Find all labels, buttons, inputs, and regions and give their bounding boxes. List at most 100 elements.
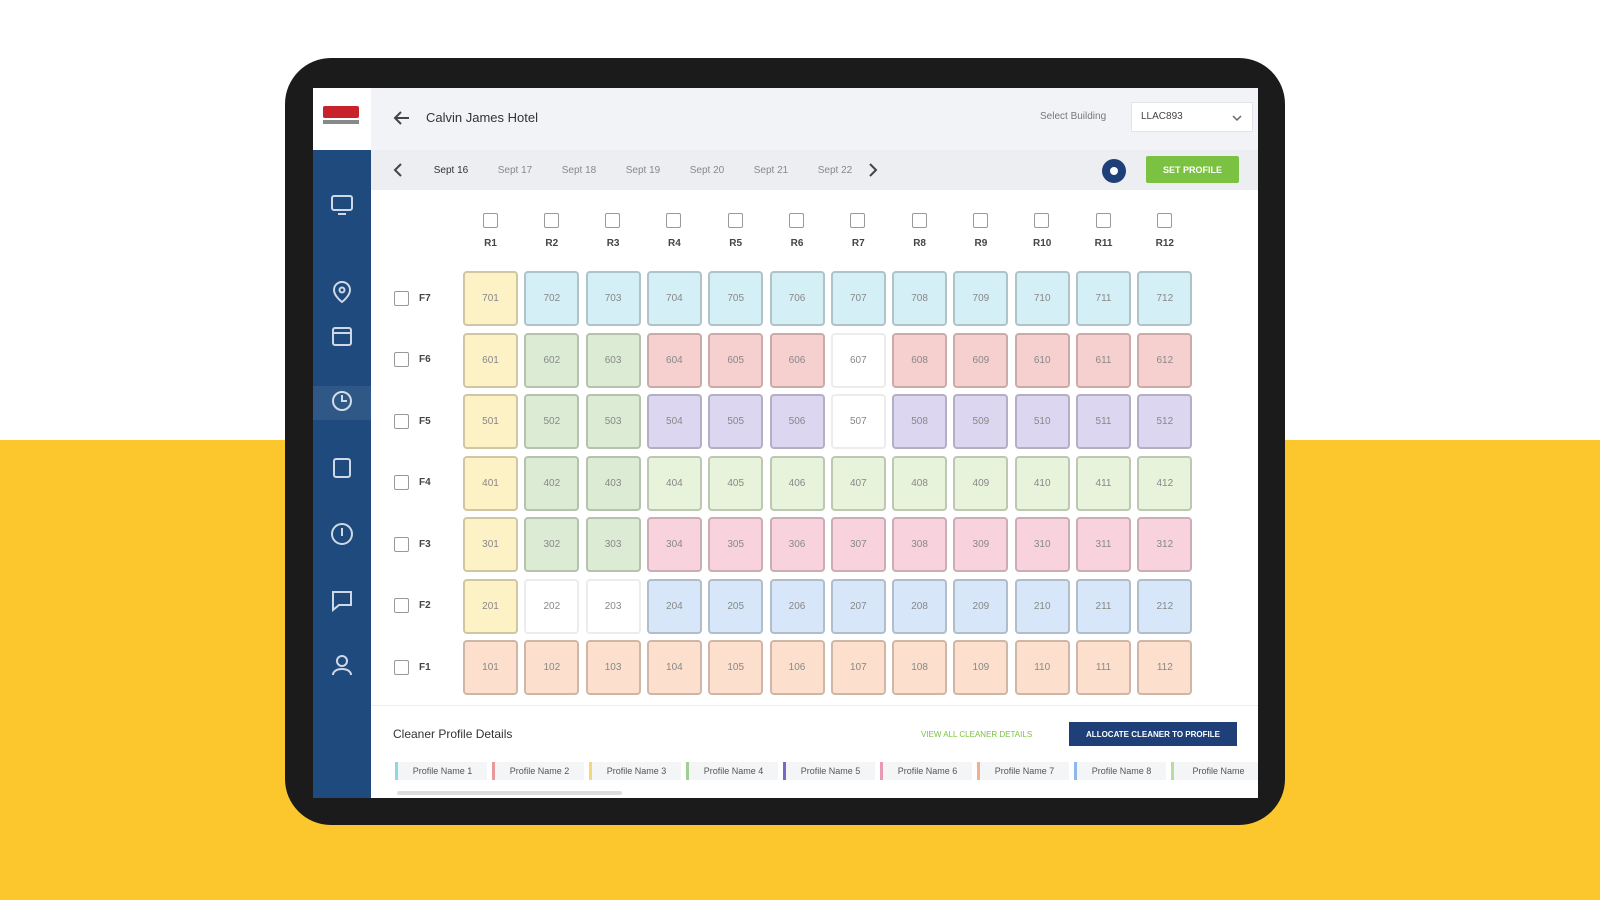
building-dropdown[interactable]: LLAC893: [1131, 102, 1253, 132]
date-tab[interactable]: Sept 18: [561, 165, 597, 176]
room-cell[interactable]: 607: [830, 332, 886, 388]
room-cell[interactable]: 308: [892, 517, 948, 572]
room-cell[interactable]: 311: [1076, 517, 1131, 572]
row-checkbox[interactable]: [394, 475, 409, 490]
room-cell[interactable]: 601: [463, 332, 518, 388]
date-tab[interactable]: Sept 16: [433, 165, 469, 176]
column-checkbox[interactable]: [911, 213, 927, 228]
prev-dates[interactable]: [393, 163, 403, 177]
column-checkbox[interactable]: [1034, 213, 1050, 228]
column-checkbox[interactable]: [972, 213, 988, 228]
room-cell[interactable]: 509: [953, 394, 1009, 449]
room-cell[interactable]: 702: [524, 271, 580, 326]
room-cell[interactable]: 507: [830, 394, 886, 449]
profile-chip[interactable]: Profile Name 2: [492, 762, 584, 780]
room-cell[interactable]: 602: [524, 332, 580, 388]
room-cell[interactable]: 701: [463, 271, 518, 326]
row-checkbox[interactable]: [394, 290, 409, 306]
room-cell[interactable]: 406: [769, 455, 825, 511]
room-cell[interactable]: 210: [1014, 578, 1070, 634]
room-cell[interactable]: 510: [1014, 394, 1070, 449]
room-cell[interactable]: 312: [1137, 517, 1193, 572]
room-cell[interactable]: 302: [524, 517, 580, 572]
room-cell[interactable]: 408: [892, 455, 948, 511]
room-cell[interactable]: 705: [708, 271, 764, 326]
room-cell[interactable]: 404: [646, 455, 702, 511]
room-cell[interactable]: 211: [1076, 578, 1131, 634]
room-cell[interactable]: 606: [769, 332, 825, 388]
profile-chip[interactable]: Profile Name 7: [977, 762, 1069, 780]
profile-chip[interactable]: Profile Name 3: [589, 762, 681, 780]
room-cell[interactable]: 707: [830, 271, 886, 326]
room-cell[interactable]: 301: [463, 517, 518, 572]
room-cell[interactable]: 401: [463, 455, 518, 511]
profile-icon[interactable]: [1101, 158, 1127, 184]
room-cell[interactable]: 410: [1014, 455, 1070, 511]
room-cell[interactable]: 508: [892, 394, 948, 449]
column-checkbox[interactable]: [543, 213, 559, 228]
room-cell[interactable]: 604: [646, 332, 702, 388]
room-cell[interactable]: 104: [646, 640, 702, 695]
column-checkbox[interactable]: [850, 213, 866, 228]
date-tab[interactable]: Sept 19: [625, 165, 661, 176]
column-checkbox[interactable]: [727, 213, 743, 228]
room-cell[interactable]: 101: [463, 640, 518, 695]
view-all-link[interactable]: VIEW ALL CLEANER DETAILS: [921, 730, 1033, 739]
room-cell[interactable]: 204: [646, 578, 702, 634]
room-cell[interactable]: 405: [708, 455, 764, 511]
row-checkbox[interactable]: [394, 536, 409, 552]
room-cell[interactable]: 108: [892, 640, 948, 695]
room-cell[interactable]: 402: [524, 455, 580, 511]
room-cell[interactable]: 212: [1137, 578, 1193, 634]
room-cell[interactable]: 704: [646, 271, 702, 326]
row-checkbox[interactable]: [394, 598, 409, 613]
room-cell[interactable]: 502: [524, 394, 580, 449]
room-cell[interactable]: 403: [585, 455, 641, 511]
room-cell[interactable]: 501: [463, 394, 518, 449]
room-cell[interactable]: 306: [769, 517, 825, 572]
room-cell[interactable]: 504: [646, 394, 702, 449]
room-cell[interactable]: 609: [953, 332, 1009, 388]
room-cell[interactable]: 411: [1076, 455, 1131, 511]
room-cell[interactable]: 711: [1076, 271, 1131, 326]
column-checkbox[interactable]: [789, 213, 804, 228]
room-cell[interactable]: 304: [646, 517, 702, 572]
room-cell[interactable]: 109: [953, 640, 1009, 695]
room-cell[interactable]: 110: [1014, 640, 1070, 695]
date-tab[interactable]: Sept 22: [817, 165, 853, 176]
back-button[interactable]: [393, 110, 411, 126]
row-checkbox[interactable]: [394, 659, 409, 675]
column-checkbox[interactable]: [482, 213, 498, 228]
room-cell[interactable]: 712: [1137, 271, 1193, 326]
room-cell[interactable]: 201: [463, 578, 518, 634]
column-checkbox[interactable]: [1156, 213, 1172, 228]
room-cell[interactable]: 202: [524, 578, 580, 634]
room-cell[interactable]: 203: [585, 578, 641, 634]
next-dates[interactable]: [868, 163, 878, 177]
room-cell[interactable]: 708: [892, 271, 948, 326]
column-checkbox[interactable]: [1095, 213, 1111, 228]
room-cell[interactable]: 511: [1076, 394, 1131, 449]
room-cell[interactable]: 505: [708, 394, 764, 449]
profile-chip[interactable]: Profile Name 8: [1074, 762, 1166, 780]
room-cell[interactable]: 605: [708, 332, 764, 388]
room-cell[interactable]: 107: [830, 640, 886, 695]
room-cell[interactable]: 206: [769, 578, 825, 634]
room-cell[interactable]: 112: [1137, 640, 1193, 695]
room-cell[interactable]: 102: [524, 640, 580, 695]
room-cell[interactable]: 512: [1137, 394, 1193, 449]
column-checkbox[interactable]: [666, 213, 682, 228]
room-cell[interactable]: 611: [1076, 332, 1131, 388]
room-cell[interactable]: 412: [1137, 455, 1193, 511]
row-checkbox[interactable]: [394, 413, 409, 429]
room-cell[interactable]: 610: [1014, 332, 1070, 388]
room-cell[interactable]: 208: [892, 578, 948, 634]
set-profile-button[interactable]: SET PROFILE: [1146, 156, 1239, 183]
room-cell[interactable]: 612: [1137, 332, 1193, 388]
room-cell[interactable]: 305: [708, 517, 764, 572]
room-cell[interactable]: 709: [953, 271, 1009, 326]
profile-chip[interactable]: Profile Name 1: [395, 762, 487, 780]
room-cell[interactable]: 409: [953, 455, 1009, 511]
room-cell[interactable]: 303: [585, 517, 641, 572]
room-cell[interactable]: 111: [1076, 640, 1131, 695]
